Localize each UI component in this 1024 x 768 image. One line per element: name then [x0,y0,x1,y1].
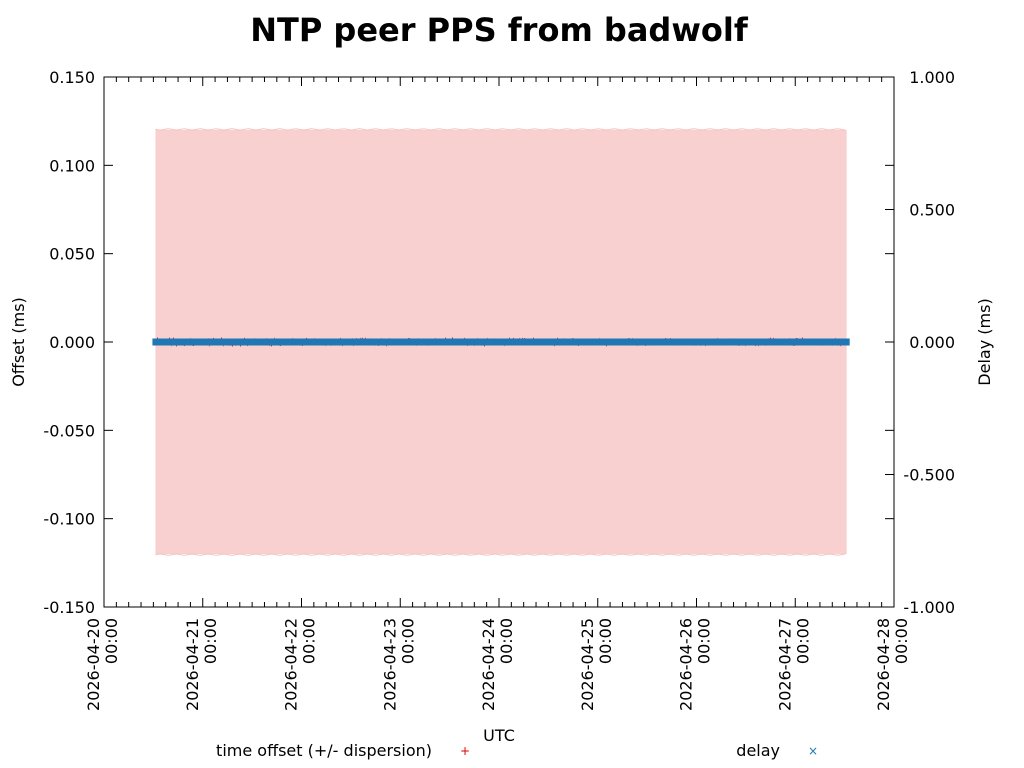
y-axis-ticks: -0.150 -0.100 -0.050 0.000 0.050 0.100 0.150 [43,68,894,617]
y2-axis-ticks: -1.000 -0.500 0.000 0.500 1.000 [885,68,955,617]
x-tick-label-date: 2026-04-28 [874,618,893,711]
y-tick-label: 0.000 [49,333,95,352]
y-tick-label: -0.050 [43,421,95,440]
x-tick-label-time: 00:00 [892,618,911,664]
x-axis-label: UTC [483,726,515,745]
dispersion-band-lower-edge [155,553,846,556]
x-tick-label-date: 2026-04-26 [677,618,696,711]
y-tick-label: 0.100 [49,156,95,175]
legend-marker-offset: + [460,744,470,758]
x-tick-label-time: 00:00 [398,618,417,664]
legend: time offset (+/- dispersion) + delay × [216,741,818,760]
x-tick-label-date: 2026-04-21 [183,618,202,711]
delay-series [152,338,850,346]
x-tick-label-date: 2026-04-27 [775,618,794,711]
x-tick-label-time: 00:00 [201,618,220,664]
legend-label-offset: time offset (+/- dispersion) [216,741,432,760]
y-tick-label: -0.100 [43,510,95,529]
x-tick-label-date: 2026-04-25 [578,618,597,711]
dispersion-band-upper-edge [155,128,846,131]
x-tick-label-date: 2026-04-24 [479,618,498,711]
y-tick-label: -0.150 [43,598,95,617]
x-tick-label-time: 00:00 [497,618,516,664]
x-tick-label-time: 00:00 [695,618,714,664]
x-tick-label-date: 2026-04-23 [380,618,399,711]
y2-tick-label: -0.500 [903,466,955,485]
x-tick-label-time: 00:00 [300,618,319,664]
y2-tick-label: -1.000 [903,598,955,617]
y2-axis-label: Delay (ms) [975,298,994,385]
x-tick-label-time: 00:00 [793,618,812,664]
x-tick-label-time: 00:00 [102,618,121,664]
y2-tick-label: 0.000 [909,333,955,352]
y-tick-label: 0.150 [49,68,95,87]
x-tick-label-date: 2026-04-22 [282,618,301,711]
y2-tick-label: 0.500 [909,201,955,220]
y-axis-label: Offset (ms) [9,297,28,387]
y-tick-label: 0.050 [49,245,95,264]
x-tick-label-time: 00:00 [596,618,615,664]
x-axis-ticks: 2026-04-20 00:00 2026-04-21 00:00 2026-04-22… [84,77,911,711]
legend-label-delay: delay [736,741,780,760]
y2-tick-label: 1.000 [909,68,955,87]
chart-title: NTP peer PPS from badwolf [250,11,749,49]
x-tick-label-date: 2026-04-20 [84,618,103,711]
legend-marker-delay: × [808,744,818,758]
delay-marker-band [152,338,850,346]
